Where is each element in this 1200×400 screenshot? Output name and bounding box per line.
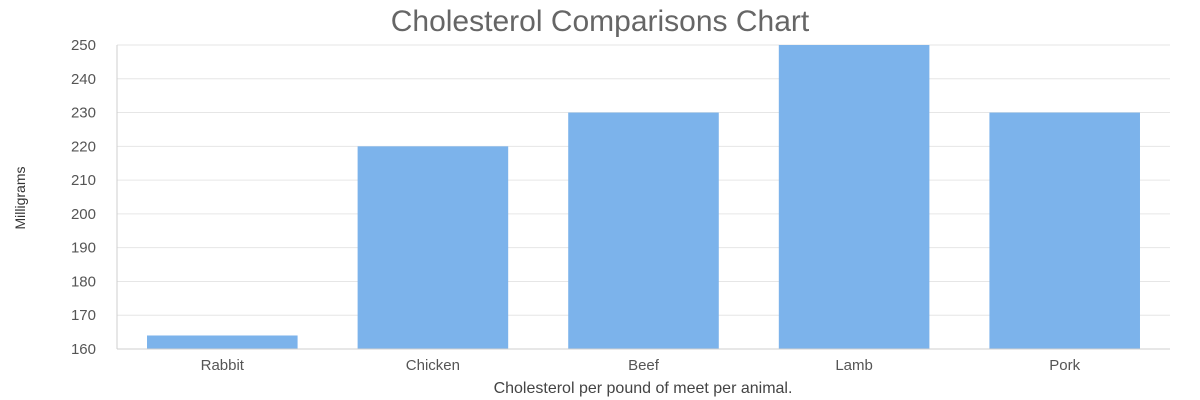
x-axis-ticks: Rabbit Chicken Beef Lamb Pork [201, 357, 1081, 374]
bar-pork[interactable] [989, 112, 1140, 349]
y-tick-label: 160 [71, 341, 96, 358]
bar-chicken[interactable] [357, 146, 509, 349]
x-tick-label-lamb: Lamb [835, 357, 873, 374]
y-tick-label: 230 [71, 105, 96, 122]
y-axis-label: Milligrams [12, 167, 28, 230]
y-tick-label: 250 [71, 37, 96, 54]
y-tick-label: 200 [71, 206, 96, 223]
y-tick-label: 180 [71, 273, 96, 290]
x-tick-label-chicken: Chicken [406, 357, 460, 374]
bar-rabbit[interactable] [147, 335, 298, 349]
y-tick-label: 190 [71, 240, 96, 257]
bar-beef[interactable] [568, 112, 719, 349]
chart-title: Cholesterol Comparisons Chart [391, 5, 810, 38]
x-tick-label-pork: Pork [1049, 357, 1080, 374]
bars [147, 45, 1140, 349]
y-tick-label: 170 [71, 307, 96, 324]
y-tick-label: 210 [71, 172, 96, 189]
y-tick-label: 220 [71, 138, 96, 155]
y-axis-ticks: 160 170 180 190 200 210 220 230 240 250 [71, 37, 96, 358]
x-axis-label: Cholesterol per pound of meet per animal… [494, 380, 793, 397]
x-tick-label-beef: Beef [628, 357, 660, 374]
x-tick-label-rabbit: Rabbit [201, 357, 245, 374]
y-tick-label: 240 [71, 71, 96, 88]
bar-lamb[interactable] [778, 45, 930, 349]
